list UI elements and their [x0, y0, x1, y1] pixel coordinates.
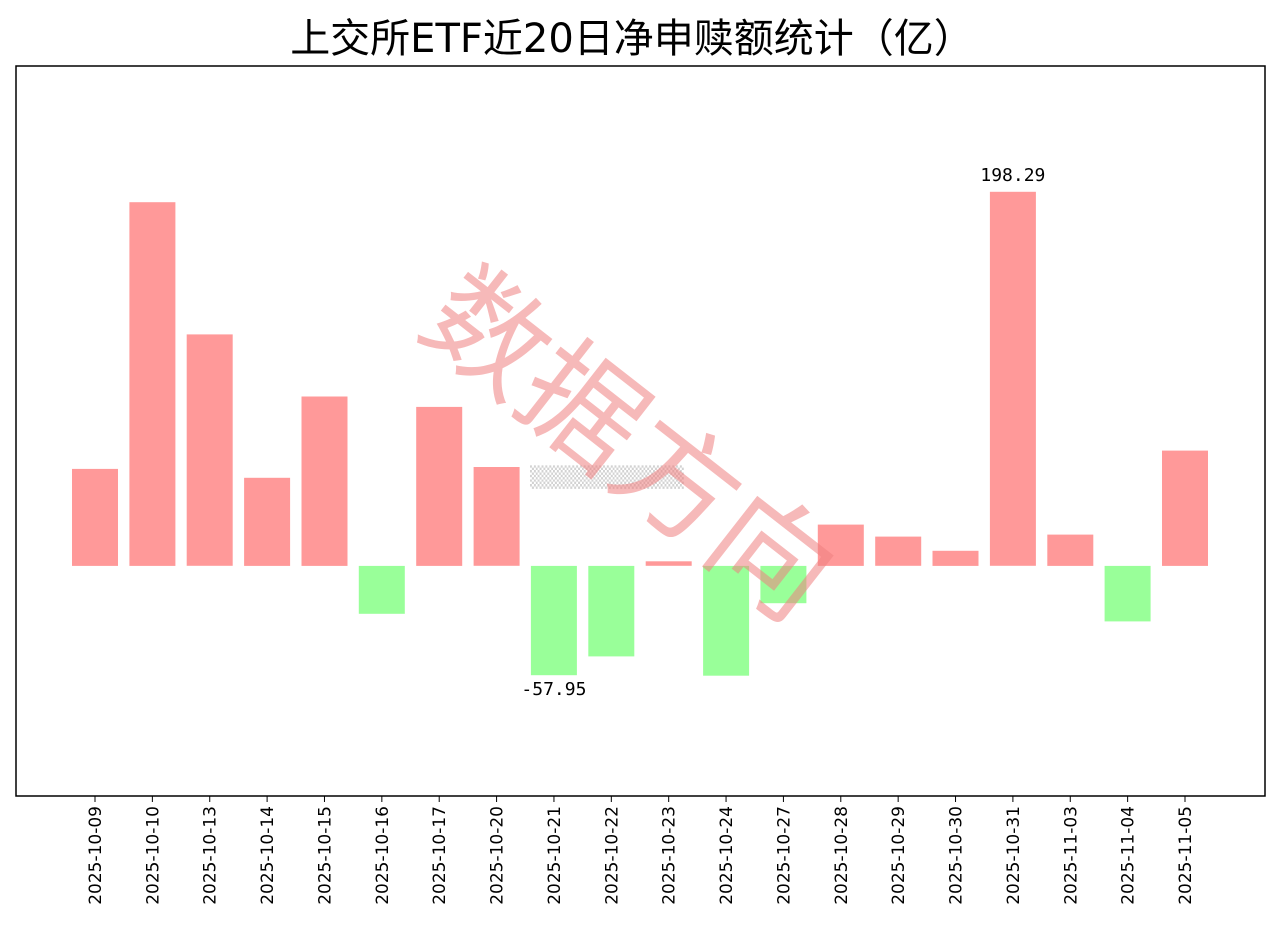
- x-axis-ticks: 2025-10-09 2025-10-10 2025-10-13 2025-10-14…: [86, 796, 1196, 905]
- x-tick-label: 2025-11-03: [1061, 806, 1081, 905]
- data-labels: 198.29 -57.95: [521, 165, 1045, 700]
- bar: [817, 524, 864, 566]
- bar: [1104, 565, 1151, 622]
- x-tick-label: 2025-10-14: [258, 806, 278, 905]
- bar: [760, 565, 807, 604]
- x-tick-label: 2025-10-15: [315, 806, 335, 905]
- x-tick-label: 2025-10-24: [717, 806, 737, 905]
- x-tick-label: 2025-10-13: [201, 806, 221, 905]
- x-tick-label: 2025-11-04: [1119, 806, 1139, 905]
- chart-title: 上交所ETF近20日净申赎额统计（亿）: [290, 16, 974, 62]
- data-label: -57.95: [521, 679, 586, 700]
- bar: [530, 565, 577, 676]
- data-label: 198.29: [980, 165, 1045, 186]
- bar: [645, 561, 692, 566]
- bar: [703, 565, 750, 676]
- x-tick-label: 2025-10-22: [602, 806, 622, 905]
- x-tick-label: 2025-10-27: [774, 806, 794, 905]
- bar: [72, 468, 118, 566]
- watermark-smudge: ▒▒▒▒▒▒▒▒▒▒: [530, 465, 684, 489]
- x-tick-label: 2025-10-10: [143, 806, 163, 905]
- bar: [186, 334, 233, 566]
- bar: [473, 467, 520, 566]
- bar: [301, 396, 348, 566]
- x-tick-label: 2025-10-21: [545, 806, 565, 905]
- bar: [129, 202, 176, 566]
- x-tick-label: 2025-10-29: [889, 806, 909, 905]
- bar: [932, 550, 979, 566]
- x-tick-label: 2025-10-31: [1004, 806, 1024, 905]
- bars-layer: [72, 191, 1208, 676]
- bar: [1162, 450, 1208, 566]
- x-tick-label: 2025-10-20: [488, 806, 508, 905]
- bar: [875, 536, 922, 566]
- bar: [358, 565, 405, 614]
- bar: [588, 565, 635, 657]
- x-tick-label: 2025-10-09: [86, 806, 106, 905]
- x-tick-label: 2025-10-23: [660, 806, 680, 905]
- bar: [416, 406, 463, 566]
- bar: [989, 191, 1036, 566]
- x-tick-label: 2025-10-30: [947, 806, 967, 905]
- bar: [1047, 534, 1094, 566]
- x-tick-label: 2025-10-28: [832, 806, 852, 905]
- x-tick-label: 2025-11-05: [1176, 806, 1196, 905]
- x-tick-label: 2025-10-16: [373, 806, 393, 905]
- bar: [244, 477, 291, 566]
- x-tick-label: 2025-10-17: [430, 806, 450, 905]
